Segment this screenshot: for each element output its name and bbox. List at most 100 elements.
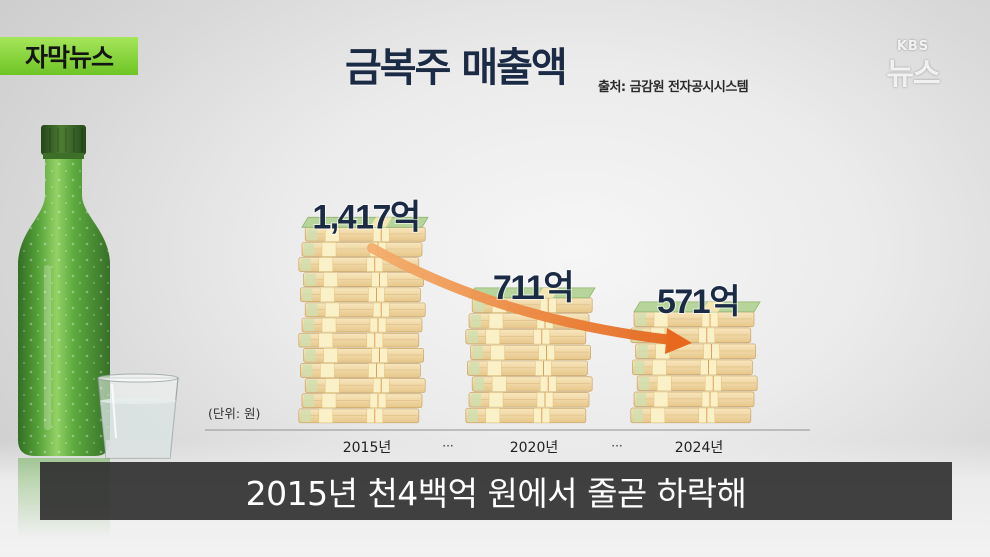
bundle-strap [318, 408, 334, 424]
bill-edge [474, 298, 485, 312]
bundle-strap [485, 407, 501, 424]
bundle-strap [490, 344, 505, 360]
money-bundle [304, 302, 426, 318]
bundle-strap [487, 360, 502, 376]
unit-note: (단위: 원) [208, 406, 260, 421]
bill-edge [304, 243, 314, 256]
chart-source: 출처: 금감원 전자공시시스템 [598, 80, 749, 95]
bill-edge [305, 349, 316, 362]
bill-edge [300, 334, 311, 347]
bottle-highlight [44, 265, 51, 430]
bundle-strap [318, 332, 334, 348]
cap-ridges [49, 128, 83, 152]
money-bundle [298, 408, 420, 424]
bundle-strap [652, 359, 667, 376]
bundle-strap [320, 363, 335, 378]
bundle-strap [650, 407, 666, 424]
money-bundle [633, 391, 755, 408]
bundle-strap [488, 313, 504, 329]
bundle-strap [491, 376, 507, 392]
money-bundle [301, 242, 423, 257]
bundle-strap [324, 302, 340, 318]
money-bundle [465, 329, 587, 345]
money-bundle [470, 344, 591, 361]
x-tick-label: 2024년 [675, 440, 724, 456]
caption-bar: 2015년 천4백억 원에서 줄곧 하락해 [40, 462, 952, 520]
caption-text: 2015년 천4백억 원에서 줄곧 하락해 [245, 474, 747, 513]
money-bundle [298, 332, 420, 348]
money-top-strap [537, 287, 559, 298]
money-bundle [304, 378, 426, 393]
x-tick-label: 2015년 [343, 440, 392, 456]
cap-ring [43, 153, 84, 159]
bill-edge [471, 314, 481, 328]
logo-service: 뉴스 [886, 57, 940, 92]
bill-edge [300, 258, 311, 271]
badge-label: 자막뉴스 [24, 43, 114, 72]
bill-edge [474, 377, 485, 391]
bar-2015 [298, 216, 429, 424]
bill-edge [632, 408, 643, 422]
money-bundle [636, 375, 758, 392]
shot-glass [97, 373, 179, 459]
chart-title: 금복주 매출액 [345, 45, 568, 91]
bundle-strap [321, 242, 337, 257]
money-bundle [301, 393, 423, 409]
bill-edge [634, 360, 645, 374]
trend-arrow-head [665, 328, 692, 354]
bill-edge [307, 379, 318, 392]
bill-edge [639, 376, 650, 390]
bundle-strap [485, 329, 501, 345]
money-bundle [467, 360, 588, 376]
bill-edge [305, 273, 316, 286]
bill-edge [467, 330, 478, 344]
bundle-strap [488, 392, 504, 408]
bundle-strap [324, 378, 340, 393]
trend-arrow-shaft [367, 243, 677, 345]
bill-edge [469, 361, 480, 375]
bundle-strap [653, 391, 669, 408]
money-bundle [635, 343, 756, 360]
bill-edge [302, 364, 313, 377]
money-bundle [471, 376, 593, 392]
money-bundle [465, 407, 587, 424]
kbs-news-logo: KBS 뉴스 [874, 38, 952, 100]
money-top-strap [370, 217, 392, 228]
data-label: 1,417억 [312, 198, 419, 236]
bill-edge [636, 312, 646, 326]
trend-arrow [367, 243, 692, 354]
sales-chart: (단위: 원) 2015년 2020년 2024년 ··· ··· 1,417억… [205, 197, 810, 456]
bill-edge [304, 394, 314, 407]
bill-edge [471, 393, 481, 407]
bill-edge [302, 288, 313, 301]
bill-edge [636, 392, 646, 406]
bottle-cap [41, 125, 86, 155]
bill-edge [637, 344, 648, 358]
bundle-strap [320, 287, 335, 303]
money-bundle [300, 287, 421, 303]
bill-edge [307, 303, 318, 317]
bottle-droplets [18, 152, 110, 456]
money-bundle [303, 347, 424, 363]
money-bundle [630, 407, 752, 424]
bill-edge [300, 409, 311, 422]
bundle-strap [318, 257, 334, 272]
logo-brand: KBS [896, 39, 930, 54]
money-bundle [303, 272, 424, 287]
bundle-strap [656, 375, 672, 392]
axis-separator: ··· [442, 439, 453, 453]
x-tick-label: 2020년 [510, 440, 559, 456]
news-section-badge: 자막뉴스 [0, 37, 138, 75]
bill-edge [467, 409, 478, 422]
money-bundle [468, 392, 590, 408]
money-bundle [301, 317, 423, 333]
bundle-strap [323, 348, 338, 363]
money-top [301, 216, 429, 228]
money-bundle [632, 359, 753, 376]
bundle-strap [323, 272, 338, 287]
data-label: 571억 [657, 283, 739, 321]
money-top-strap [702, 301, 724, 312]
bill-edge [472, 346, 483, 359]
bill-edge [307, 228, 318, 241]
